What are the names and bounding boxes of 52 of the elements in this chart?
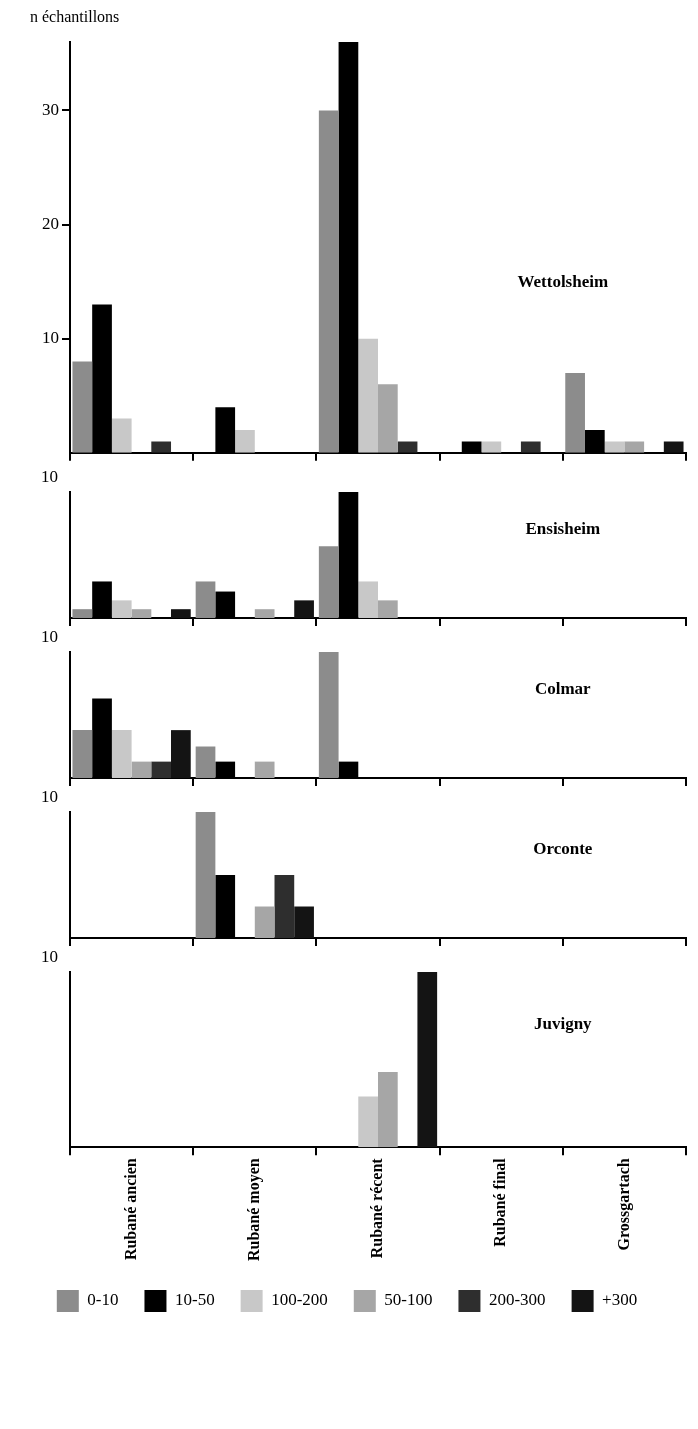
bar	[131, 761, 152, 778]
bar	[378, 384, 398, 453]
x-tick-label: Grossgartach	[614, 1158, 633, 1251]
y-tick-label: 30	[42, 99, 59, 119]
bar	[151, 441, 172, 453]
bar	[72, 361, 93, 453]
bar	[195, 581, 216, 618]
bar	[72, 609, 93, 618]
bar	[171, 609, 191, 618]
bar	[254, 761, 275, 778]
y-tick-label: 10	[42, 328, 59, 348]
bar	[254, 609, 275, 618]
legend-label: 10-50	[174, 1290, 215, 1310]
bar	[481, 441, 502, 453]
legend-label: 0-10	[87, 1290, 119, 1310]
bar	[318, 652, 339, 778]
text: Juvigny	[533, 1013, 593, 1033]
legend-label: 100-200	[271, 1290, 328, 1310]
bar	[397, 441, 418, 453]
text: Ensisheim	[525, 519, 601, 539]
bar	[195, 746, 216, 778]
bar	[663, 441, 684, 453]
x-tick-label: Rubané ancien	[121, 1158, 139, 1261]
bar	[235, 429, 255, 453]
text: Orconte	[533, 839, 593, 859]
y-tick-label: 20	[42, 214, 59, 234]
text: Colmar	[534, 679, 592, 699]
legend-label: 50-100	[384, 1290, 433, 1310]
bar	[318, 110, 339, 453]
x-tick-label: Rubané moyen	[244, 1158, 263, 1262]
legend-label: 200-300	[488, 1290, 546, 1310]
text: Wettolsheim	[517, 272, 609, 292]
bar	[358, 581, 378, 618]
bar	[294, 600, 314, 618]
bar	[72, 730, 93, 778]
bar	[111, 418, 132, 453]
bar	[604, 441, 625, 453]
x-tick-label: Rubané récent	[368, 1157, 386, 1259]
bar	[171, 730, 191, 778]
bar	[111, 730, 132, 778]
bar	[358, 338, 378, 453]
bar	[378, 600, 398, 618]
x-tick-label: Rubané final	[491, 1157, 509, 1247]
bar	[565, 372, 585, 453]
y-axis-title: n échantillons	[30, 8, 120, 26]
bar	[151, 761, 172, 778]
legend-label: +300	[602, 1290, 638, 1310]
bar	[318, 546, 339, 618]
bar	[111, 600, 132, 618]
bar	[624, 441, 645, 453]
bar	[520, 441, 541, 453]
bar	[131, 609, 152, 618]
